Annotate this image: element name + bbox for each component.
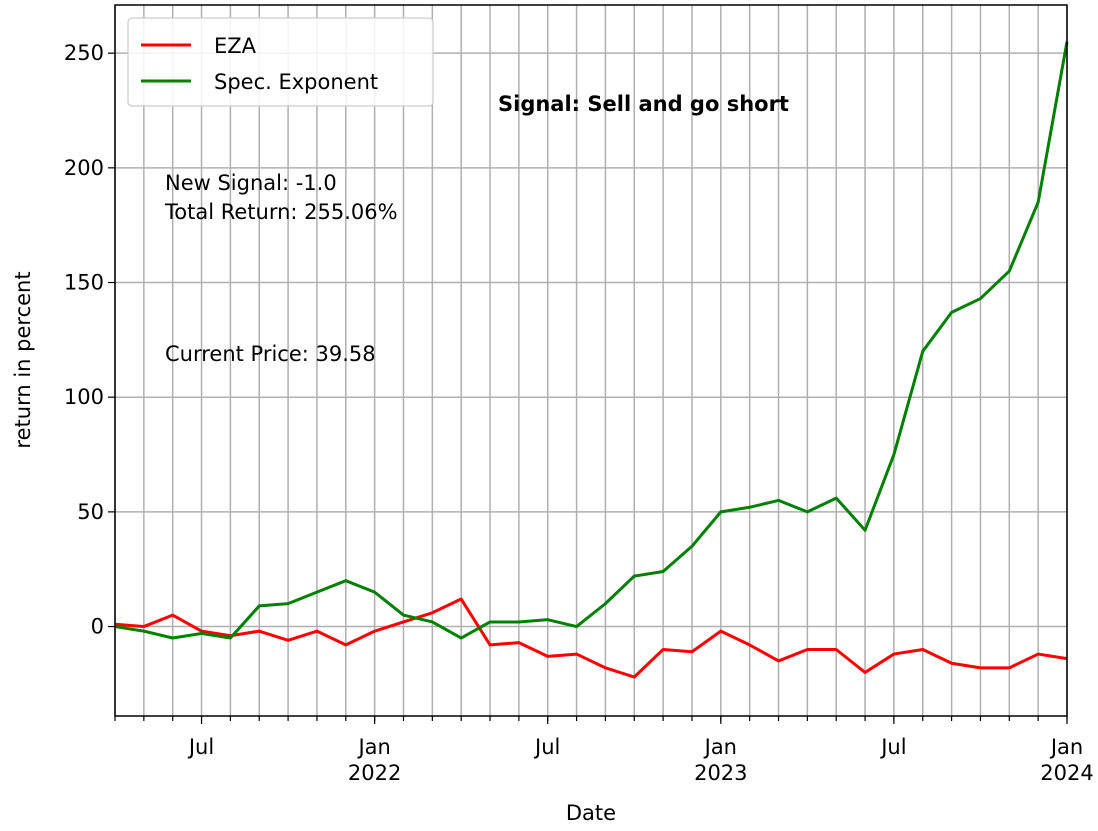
y-tick-label: 250 bbox=[64, 41, 104, 65]
y-tick-label: 200 bbox=[64, 156, 104, 180]
line-series bbox=[114, 41, 1069, 640]
legend-label: EZA bbox=[214, 34, 257, 58]
x-tick-label: Jan 2024 bbox=[1040, 735, 1093, 785]
line-series bbox=[114, 597, 1068, 679]
y-tick-label: 0 bbox=[91, 615, 104, 639]
annotation: Signal: Sell and go short bbox=[498, 92, 789, 116]
x-tick-label: Jul bbox=[187, 735, 214, 759]
x-tick-label: Jan 2023 bbox=[694, 735, 747, 785]
annotation: Total Return: 255.06% bbox=[164, 200, 398, 224]
x-axis-label: Date bbox=[566, 801, 616, 825]
y-tick-label: 50 bbox=[77, 500, 104, 524]
plot-frame bbox=[114, 4, 1068, 717]
y-axis-label: return in percent bbox=[11, 271, 35, 448]
annotation: Current Price: 39.58 bbox=[165, 342, 376, 366]
legend-box bbox=[127, 17, 434, 107]
x-tick-label: Jul bbox=[533, 735, 560, 759]
annotation: New Signal: -1.0 bbox=[165, 171, 337, 195]
legend-label: Spec. Exponent bbox=[214, 70, 378, 94]
x-tick-label: Jan 2022 bbox=[348, 735, 401, 785]
x-tick-label: Jul bbox=[879, 735, 906, 759]
y-tick-label: 100 bbox=[64, 385, 104, 409]
y-tick-label: 150 bbox=[64, 271, 104, 295]
